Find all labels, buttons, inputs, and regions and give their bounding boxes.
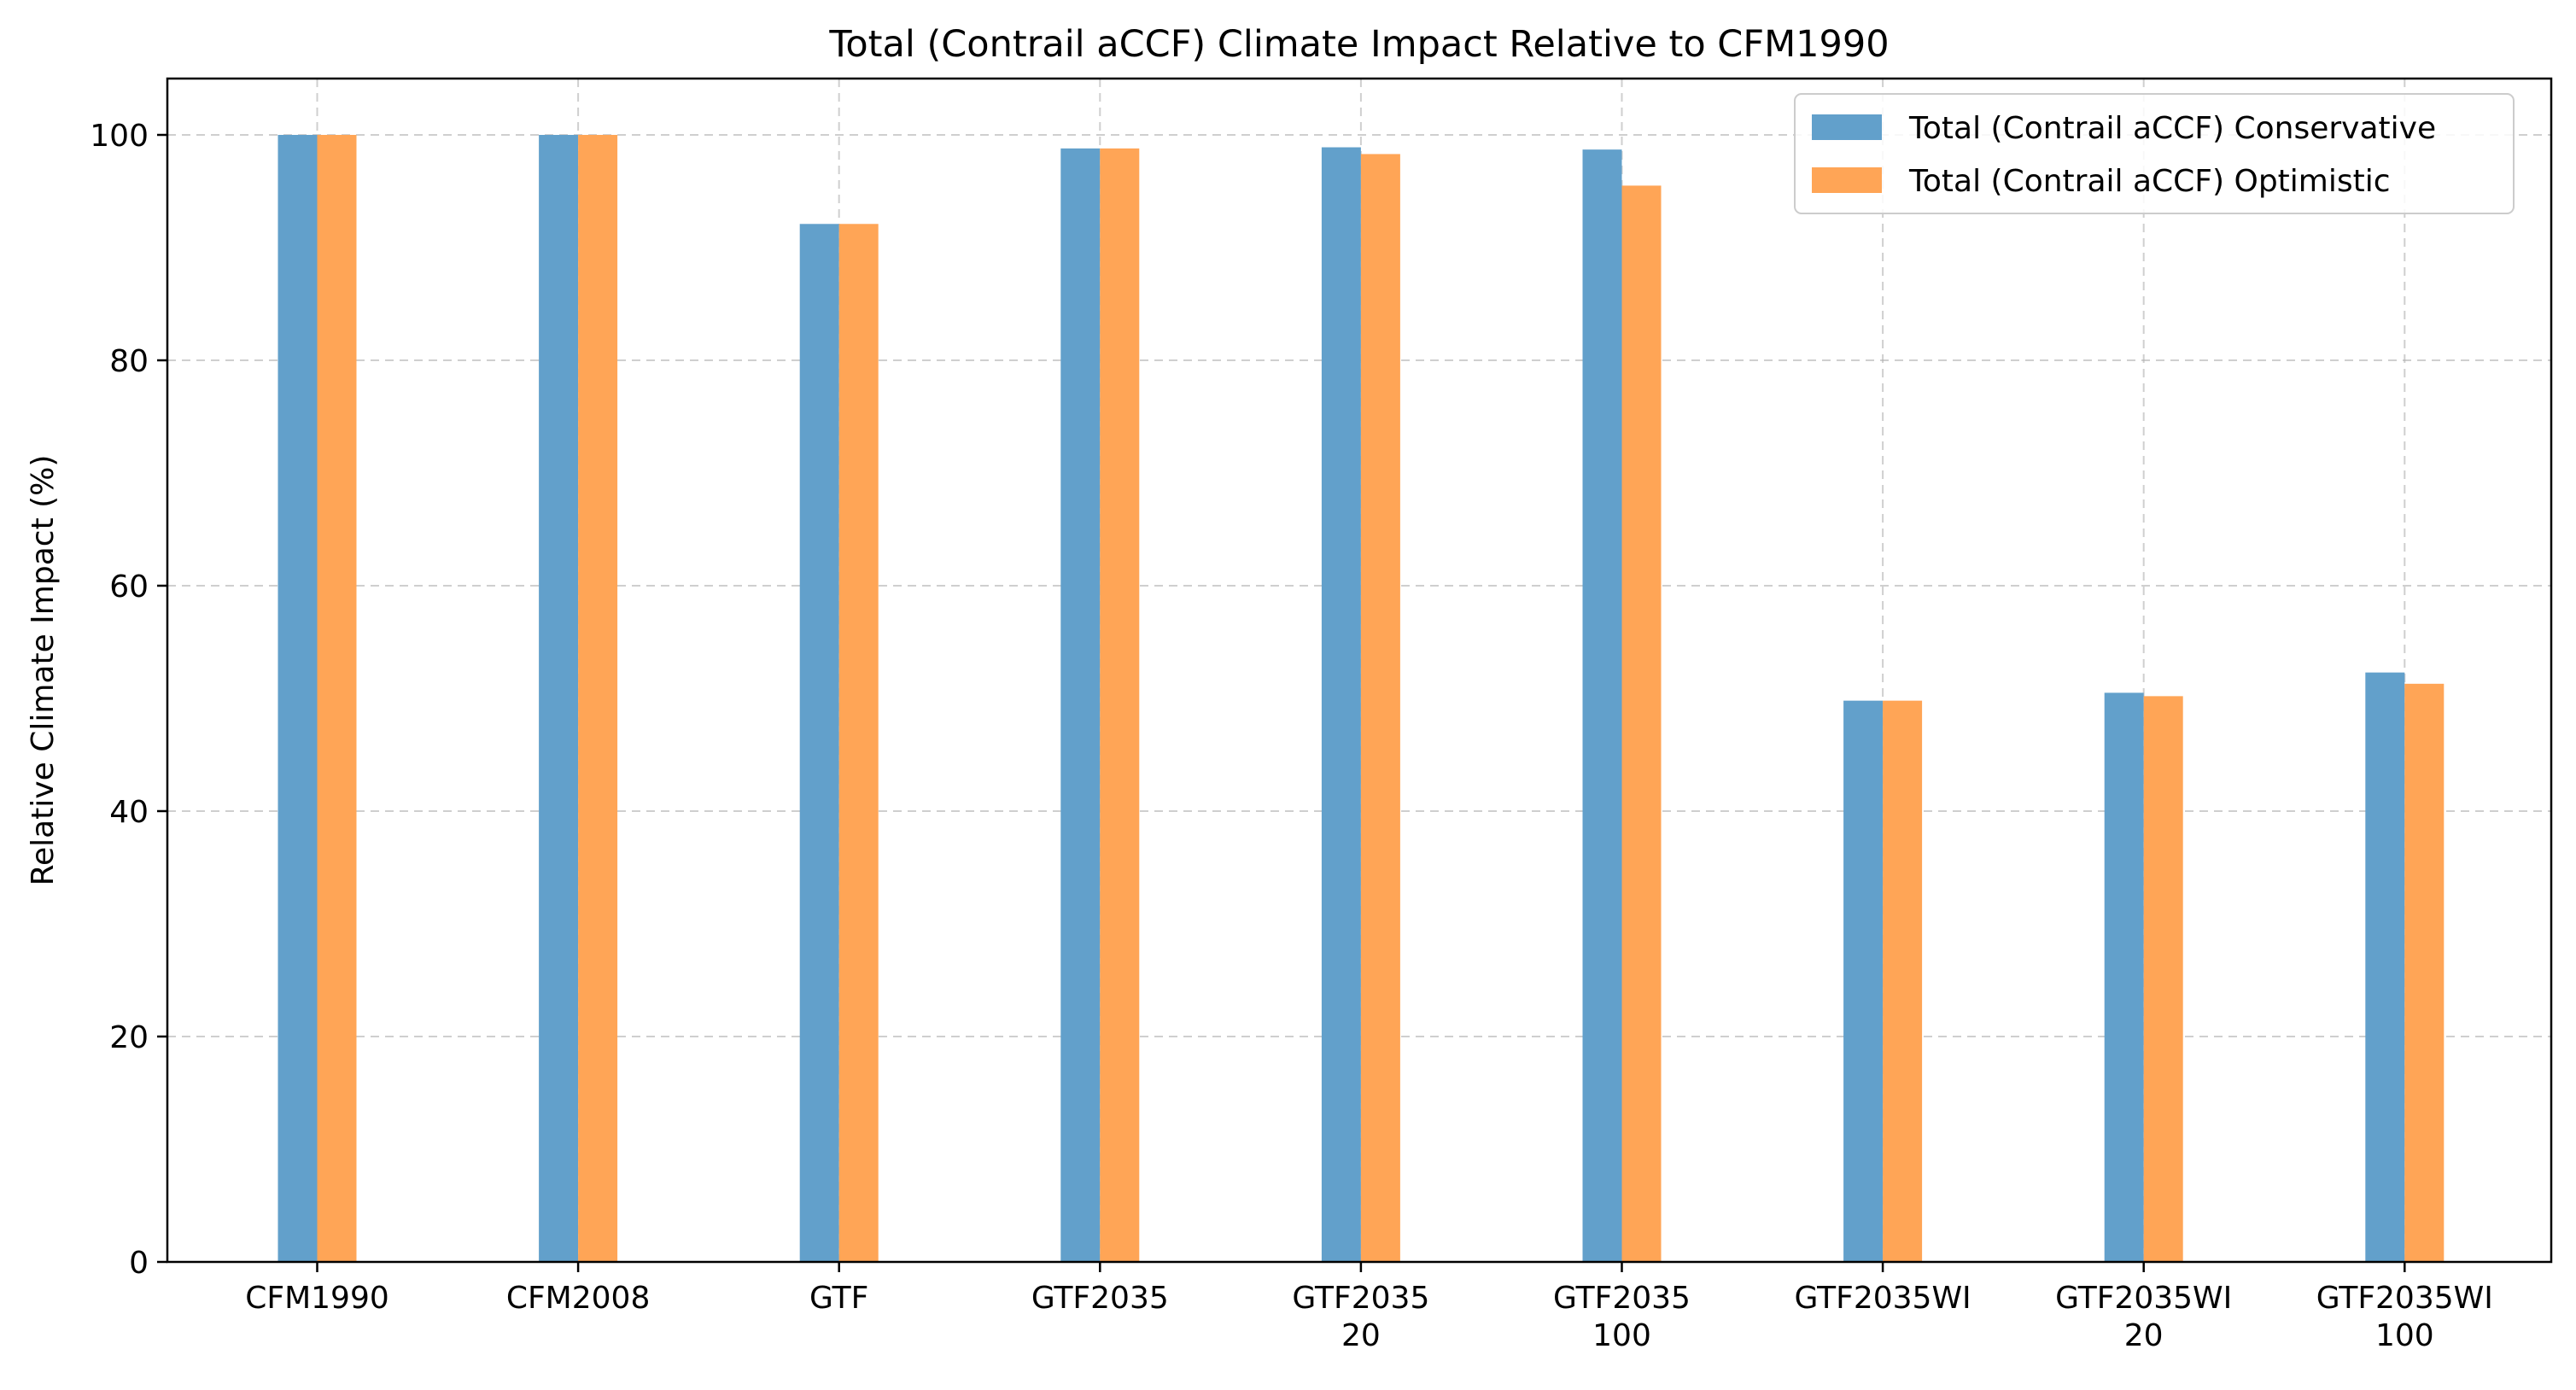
bar-optimistic [578, 135, 618, 1262]
x-tick-label: GTF2035 [1553, 1281, 1691, 1316]
x-tick-label: GTF2035 [1031, 1281, 1169, 1316]
x-tick-label: CFM2008 [506, 1281, 651, 1316]
y-tick-label: 80 [109, 344, 149, 379]
bar-conservative [2365, 672, 2405, 1262]
bar-conservative [1582, 149, 1622, 1262]
y-tick-label: 100 [90, 119, 149, 154]
x-tick-label: 20 [2124, 1318, 2164, 1353]
y-tick-label: 40 [109, 795, 149, 830]
bars-layer [277, 135, 2445, 1263]
x-tick-label: 100 [2375, 1318, 2434, 1353]
bar-conservative [277, 135, 318, 1262]
x-tick-label: 100 [1592, 1318, 1651, 1353]
plot-frame [166, 77, 2553, 1264]
bar-conservative [1321, 147, 1361, 1262]
x-tick-label: GTF2035WI [2055, 1281, 2232, 1316]
x-tick-label: GTF2035 [1292, 1281, 1429, 1316]
bar-conservative [2104, 692, 2144, 1262]
y-tick-label: 60 [109, 569, 149, 604]
bar-optimistic [1360, 154, 1400, 1263]
bar-optimistic [838, 224, 879, 1262]
bar-conservative [539, 135, 579, 1262]
bar-optimistic [1100, 148, 1140, 1263]
bar-optimistic [1883, 700, 1923, 1262]
bar-optimistic [2143, 696, 2183, 1262]
bar-optimistic [1621, 185, 1662, 1262]
legend-label: Total (Contrail aCCF) Conservative [1908, 111, 2436, 146]
x-tick-label: GTF2035WI [2316, 1281, 2493, 1316]
ticks-layer: 0 20 40 60 80 100 CFM1990 CFM2008 GTF GTF2035 GTF2… [90, 119, 2493, 1353]
x-tick-label: 20 [1341, 1318, 1381, 1353]
series-1 [317, 135, 2445, 1263]
x-tick-label: GTF [809, 1281, 868, 1316]
series-0 [277, 135, 2405, 1263]
legend-label: Total (Contrail aCCF) Optimistic [1908, 164, 2391, 199]
bar-conservative [1843, 700, 1884, 1262]
bar-conservative [1060, 148, 1101, 1263]
y-axis-label: Relative Climate Impact (%) [26, 455, 61, 886]
y-tick-label: 20 [109, 1020, 149, 1055]
legend-box [1794, 93, 2515, 214]
chart-title: Total (Contrail aCCF) Climate Impact Rel… [828, 23, 1889, 66]
legend: Total (Contrail aCCF) Conservative Total … [1794, 93, 2515, 214]
bar-optimistic [317, 135, 357, 1262]
y-tick-label: 0 [129, 1246, 149, 1281]
bar-conservative [799, 224, 839, 1262]
legend-swatch [1812, 167, 1882, 193]
legend-swatch [1812, 114, 1882, 140]
x-tick-label: GTF2035WI [1795, 1281, 1971, 1316]
bar-optimistic [2404, 683, 2445, 1262]
x-tick-label: CFM1990 [245, 1281, 389, 1316]
